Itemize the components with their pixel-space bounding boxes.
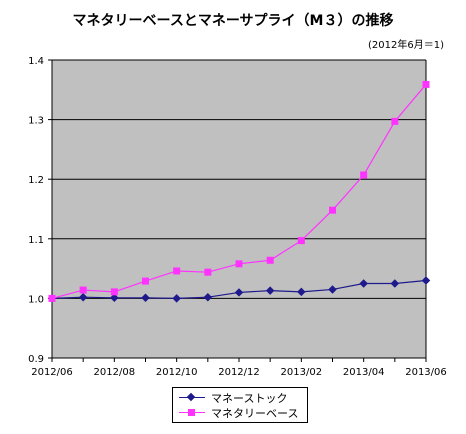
data-point (266, 256, 274, 264)
data-point (360, 171, 368, 179)
data-point (78, 292, 88, 302)
square-marker-icon (179, 408, 205, 418)
chart-title: マネタリーベースとマネーサプライ（M３）の推移 (72, 13, 394, 29)
data-point (204, 268, 212, 276)
data-point (48, 294, 56, 302)
data-point (328, 285, 337, 294)
y-tick-label: 0.9 (28, 354, 44, 365)
y-tick-label: 1.2 (28, 175, 44, 186)
data-point (390, 279, 400, 288)
plot-area (52, 60, 426, 358)
data-point (329, 206, 336, 214)
x-tick-label: 2013/06 (405, 367, 447, 378)
data-point (297, 237, 305, 245)
legend-label: マネーストック (211, 391, 288, 405)
legend-item: マネーストック (179, 390, 301, 405)
data-point (422, 80, 430, 88)
y-tick-label: 1.0 (28, 294, 44, 305)
x-tick-label: 2013/04 (343, 367, 385, 378)
data-point (173, 267, 181, 275)
data-point (79, 286, 87, 294)
y-tick-label: 1.4 (28, 56, 44, 67)
y-tick-label: 1.1 (28, 235, 44, 246)
data-point (391, 117, 399, 125)
x-tick-label: 2012/12 (218, 367, 260, 378)
data-point (141, 293, 150, 303)
data-point (421, 276, 431, 285)
data-point (297, 287, 306, 297)
legend: マネーストック マネタリーベース (172, 387, 308, 423)
diamond-marker-icon (179, 392, 205, 403)
x-tick-label: 2012/08 (94, 367, 136, 378)
legend-label: マネタリーベース (211, 406, 299, 420)
data-point (359, 279, 368, 288)
chart-subtitle: (2012年6月＝1) (368, 40, 444, 51)
legend-item: マネタリーベース (179, 405, 301, 420)
data-point (235, 260, 243, 268)
data-point (234, 288, 244, 297)
data-point (203, 292, 213, 302)
data-point (142, 277, 149, 285)
y-tick-label: 1.3 (28, 116, 44, 127)
data-point (110, 293, 119, 303)
x-tick-label: 2012/10 (156, 367, 198, 378)
data-point (110, 288, 118, 296)
x-tick-label: 2013/02 (281, 367, 323, 378)
data-point (265, 286, 275, 295)
x-tick-label: 2012/06 (31, 367, 73, 378)
data-point (172, 294, 181, 303)
